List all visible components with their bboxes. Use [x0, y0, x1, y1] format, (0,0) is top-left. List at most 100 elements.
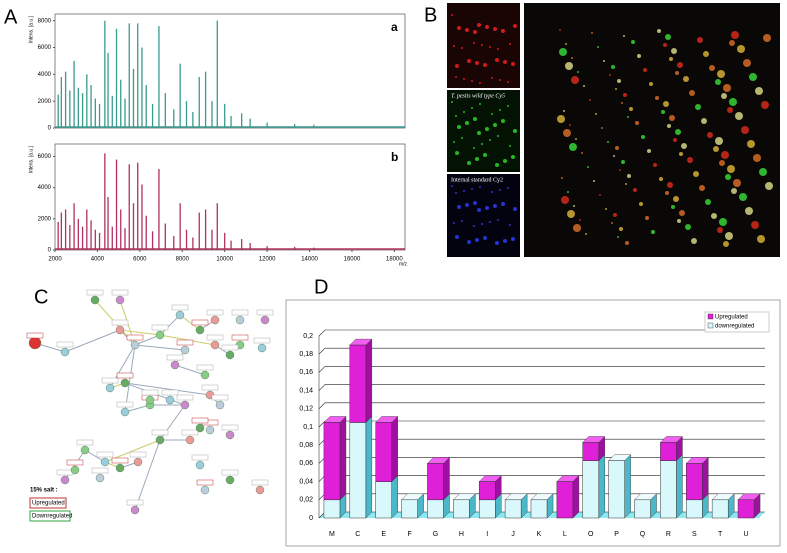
- network-edge: [64, 329, 121, 353]
- bar: [711, 499, 729, 519]
- gel-spot: [709, 65, 715, 71]
- x-tick-label: T: [718, 531, 723, 538]
- network-node: [180, 400, 190, 410]
- gel-spot: [739, 193, 747, 201]
- gel-spot: [719, 218, 727, 226]
- gel-spot: [455, 235, 459, 239]
- legend-label: Upregulated: [32, 501, 65, 507]
- gel-spot: [727, 107, 733, 113]
- network-node: [155, 330, 165, 340]
- gel-spot: [721, 93, 727, 99]
- gel-spot: [507, 187, 509, 189]
- gel-spot: [499, 109, 501, 111]
- gel-strip-green: [447, 90, 520, 172]
- gel-spot: [757, 235, 765, 243]
- gel-spot: [665, 191, 669, 195]
- gel-spot: [481, 143, 483, 145]
- gel-spot: [479, 186, 481, 188]
- gel-spot: [473, 225, 475, 227]
- gel-spot: [451, 185, 453, 187]
- gel-spot: [647, 149, 651, 153]
- gel-spot: [471, 80, 473, 82]
- network-node-label: [221, 344, 239, 351]
- network-node: [260, 315, 270, 325]
- gel-spot: [507, 105, 509, 107]
- gel-spot: [497, 219, 499, 221]
- network-node-label: [96, 451, 114, 458]
- gel-spot: [725, 232, 733, 240]
- bar: [375, 422, 392, 482]
- gel-spot: [669, 115, 675, 121]
- gel-spot: [495, 163, 499, 167]
- x-tick-label: F: [407, 531, 411, 538]
- gel-spot: [653, 163, 657, 167]
- gel-spot: [721, 151, 729, 159]
- gel-spot: [561, 177, 563, 179]
- y-tick-label: 0,06: [299, 460, 313, 467]
- gel-spot: [503, 239, 507, 243]
- bar: [582, 442, 600, 461]
- gel-spot: [451, 14, 453, 16]
- gel-spot: [467, 59, 471, 63]
- gel-spot: [683, 76, 689, 82]
- network-node: [120, 407, 130, 417]
- gel-spot: [481, 223, 483, 225]
- gel-spot: [625, 183, 627, 185]
- bar: [323, 499, 341, 519]
- x-tick-label: 14000: [301, 257, 318, 263]
- gel-spot: [495, 241, 499, 245]
- network-node: [205, 425, 215, 435]
- network-node-label: [151, 429, 169, 436]
- gel-spot: [701, 118, 707, 124]
- gel-spot: [557, 115, 565, 123]
- network-node-label: [196, 479, 214, 486]
- gel-spot: [491, 113, 493, 115]
- gel-spot: [559, 48, 567, 56]
- network-node-label: [206, 334, 224, 341]
- gel-strip-label: T. pestis wild type Cy5: [451, 93, 505, 99]
- network-edge: [119, 329, 161, 336]
- network-node: [225, 350, 235, 360]
- grid-line: [318, 329, 765, 337]
- bar: [427, 499, 444, 519]
- bar-side: [443, 456, 450, 501]
- network-node: [215, 400, 225, 410]
- x-tick-label: J: [511, 531, 515, 538]
- gel-spot: [571, 76, 579, 84]
- gel-spot: [643, 68, 647, 72]
- gel-spot: [663, 101, 669, 107]
- gel-spot: [655, 96, 659, 100]
- gel-spot: [589, 99, 591, 101]
- network-node-label: [253, 337, 271, 344]
- bar: [634, 499, 651, 519]
- bar: [582, 460, 600, 519]
- legend-label: downregulated: [715, 324, 754, 330]
- gel-spot: [485, 25, 489, 29]
- gel-spot: [607, 141, 609, 143]
- gel-spot: [501, 119, 505, 123]
- network-node-label: [161, 389, 179, 396]
- network-node: [70, 465, 80, 475]
- x-tick-label: R: [666, 531, 671, 538]
- gel-spot: [727, 165, 735, 173]
- gel-spot: [675, 71, 679, 75]
- network-node-label: [191, 454, 209, 461]
- y-tick-label: 2000: [38, 99, 52, 105]
- gel-spot: [723, 241, 729, 247]
- gel-spot: [629, 107, 633, 111]
- gel-spot: [625, 241, 629, 245]
- y-tick-label: 4000: [38, 72, 52, 78]
- gel-spot: [617, 79, 621, 83]
- gel-spot: [679, 210, 685, 216]
- bar: [323, 422, 341, 501]
- gel-spot: [479, 103, 481, 105]
- gel-spot: [691, 238, 697, 244]
- bar: [427, 463, 444, 501]
- gel-spot: [467, 161, 471, 165]
- gel-spot: [463, 190, 465, 192]
- gel-spot: [745, 207, 753, 215]
- bar-side: [702, 456, 709, 501]
- gel-spot: [567, 210, 575, 218]
- network-node: [95, 473, 105, 483]
- network-node: [200, 485, 210, 495]
